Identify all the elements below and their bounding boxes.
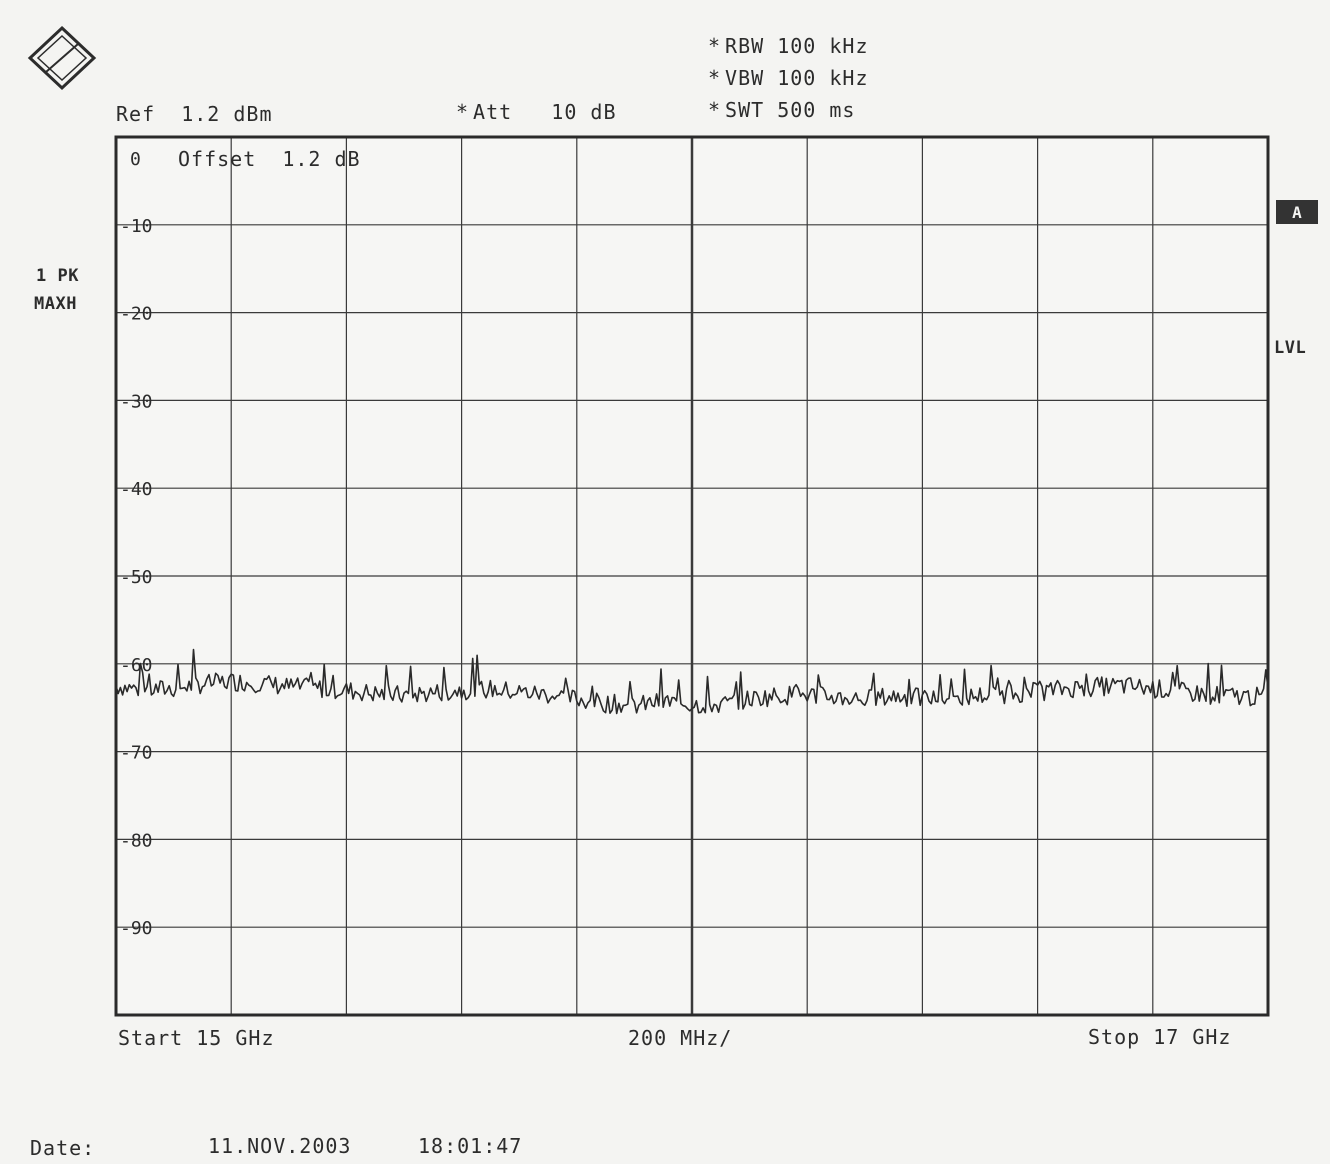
ref-level-label: Ref 1.2 dBm — [116, 102, 273, 126]
att-value: Att 10 dB — [473, 100, 617, 124]
y-tick-label: -20 — [120, 304, 153, 325]
y-tick-label: -70 — [120, 743, 153, 764]
vbw-label: * VBW 100 kHz — [708, 66, 869, 90]
span-per-div-label: 200 MHz/ — [628, 1026, 733, 1050]
offset-label: Offset 1.2 dB — [178, 147, 361, 171]
trace-1-line — [115, 648, 1269, 715]
y-tick-label: -60 — [120, 655, 153, 676]
swt-star: * — [708, 98, 722, 122]
swt-label: * SWT 500 ms — [708, 98, 855, 122]
rs-logo — [27, 25, 97, 91]
date-label: Date: — [30, 1136, 96, 1160]
plot-frame — [114, 135, 1270, 1017]
y-tick-label: -50 — [120, 567, 153, 588]
rbw-label: * RBW 100 kHz — [708, 34, 869, 58]
time-value: 18:01:47 — [418, 1134, 523, 1158]
rbw-value: RBW 100 kHz — [725, 34, 869, 58]
y-tick-label: 0 — [130, 149, 141, 170]
y-tick-label: -10 — [120, 216, 153, 237]
y-tick-label: -30 — [120, 391, 153, 412]
marker-a-badge: A — [1276, 200, 1318, 224]
vbw-star: * — [708, 66, 722, 90]
y-tick-label: -80 — [120, 830, 153, 851]
att-star: * — [456, 100, 470, 124]
y-tick-label: -90 — [120, 918, 153, 939]
start-frequency-label: Start 15 GHz — [118, 1026, 275, 1050]
vbw-value: VBW 100 kHz — [725, 66, 869, 90]
attenuation-label: * Att 10 dB — [456, 100, 617, 124]
trace-mode-label: 1 PK — [36, 266, 79, 286]
y-tick-label: -40 — [120, 479, 153, 500]
swt-value: SWT 500 ms — [725, 98, 856, 122]
date-value: 11.NOV.2003 — [208, 1134, 352, 1158]
rbw-star: * — [708, 34, 722, 58]
lvl-label: LVL — [1274, 338, 1307, 358]
detector-label: MAXH — [34, 294, 77, 314]
stop-frequency-label: Stop 17 GHz — [1088, 1025, 1232, 1049]
